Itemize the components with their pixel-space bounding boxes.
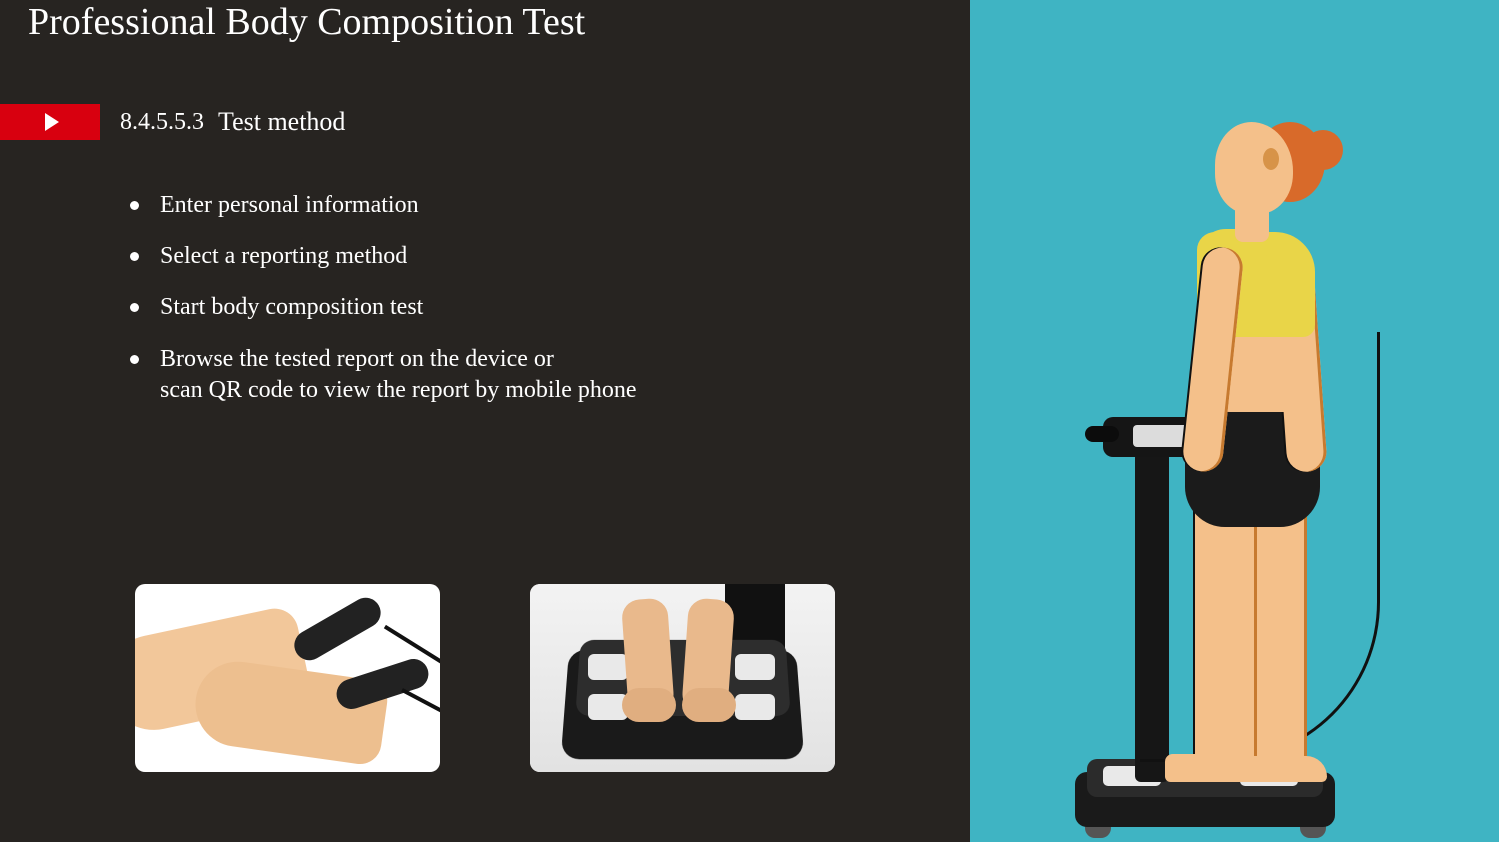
content-area: Professional Body Composition Test 8.4.5…: [0, 0, 970, 842]
toes-icon: [622, 688, 676, 722]
device-column-icon: [1135, 452, 1169, 782]
hand-icon: [190, 656, 390, 767]
section-label: Test method: [218, 107, 345, 137]
electrode-grip-icon: [289, 592, 386, 665]
cable-icon: [401, 688, 440, 748]
person-hair-bun-icon: [1303, 130, 1343, 170]
person-foot-icon: [1165, 754, 1260, 782]
electrode-pad-icon: [735, 694, 775, 720]
electrode-pad-icon: [588, 654, 628, 680]
bullet-item: Browse the tested report on the device o…: [130, 344, 850, 406]
bullet-item: Select a reporting method: [130, 241, 850, 272]
section-tag: [0, 104, 100, 140]
play-icon: [45, 113, 59, 131]
bullet-text: Enter personal information: [160, 192, 419, 218]
bullet-list: Enter personal information Select a repo…: [130, 190, 850, 406]
section-number: 8.4.5.5.3: [120, 109, 204, 136]
device-handle-icon: [1085, 426, 1119, 442]
illustration-panel: [970, 0, 1499, 842]
electrode-pad-icon: [735, 654, 775, 680]
slide-overlay: Professional Body Composition Test 8.4.5…: [0, 0, 1499, 842]
bullet-text: Browse the tested report on the device o…: [160, 346, 637, 403]
bullet-text: Start body composition test: [160, 294, 423, 320]
bullet-item: Enter personal information: [130, 190, 850, 221]
person-ear-icon: [1263, 148, 1279, 170]
body-analyzer-illustration: [1025, 62, 1445, 842]
bullet-text: Select a reporting method: [160, 243, 407, 269]
page-title: Professional Body Composition Test: [28, 0, 970, 44]
thumbnail-hands: [135, 584, 440, 772]
device-screen-icon: [1133, 425, 1189, 447]
toes-icon: [682, 688, 736, 722]
bullet-item: Start body composition test: [130, 292, 850, 323]
section-header: 8.4.5.5.3 Test method: [0, 104, 970, 140]
person-head-icon: [1215, 122, 1293, 214]
thumbnail-row: [135, 584, 835, 772]
thumbnail-feet: [530, 584, 835, 772]
